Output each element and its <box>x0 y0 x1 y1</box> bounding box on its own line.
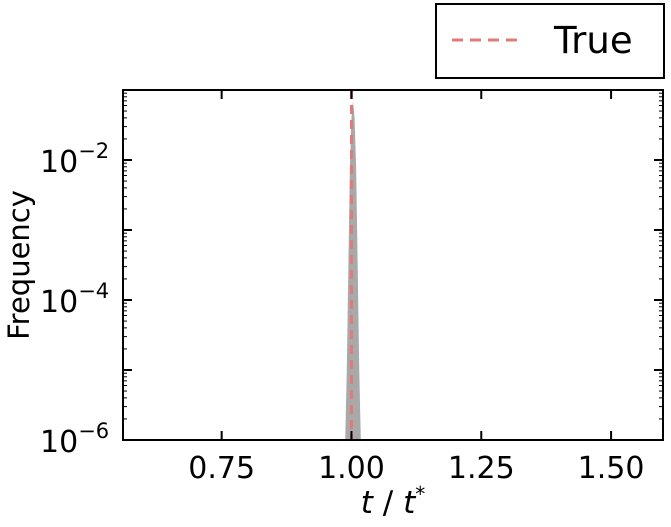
histogram-area <box>345 100 363 440</box>
x-label-ref: t <box>403 485 417 521</box>
legend-true-label: True <box>553 19 633 62</box>
y-tick-label: 10−4 <box>40 279 109 320</box>
x-label-sup: * <box>415 482 425 506</box>
y-tick-label: 10−6 <box>40 419 109 460</box>
x-label-var: t <box>361 485 375 521</box>
y-tick-label: 10−2 <box>40 139 109 180</box>
x-label-sep: / <box>373 485 403 521</box>
x-tick-label: 1.00 <box>318 451 385 486</box>
y-axis: 10−2 10−4 10−6 <box>40 89 663 460</box>
x-tick-label: 0.75 <box>188 451 255 486</box>
x-tick-label: 1.50 <box>578 451 645 486</box>
x-axis: 0.75 1.00 1.25 1.50 <box>188 90 644 486</box>
x-tick-label: 1.25 <box>448 451 515 486</box>
x-axis-label: t / t* <box>361 482 425 521</box>
plot-area <box>345 90 363 440</box>
axes-frame <box>122 89 664 441</box>
legend: True <box>435 3 665 79</box>
y-axis-label: Frequency <box>2 190 36 340</box>
